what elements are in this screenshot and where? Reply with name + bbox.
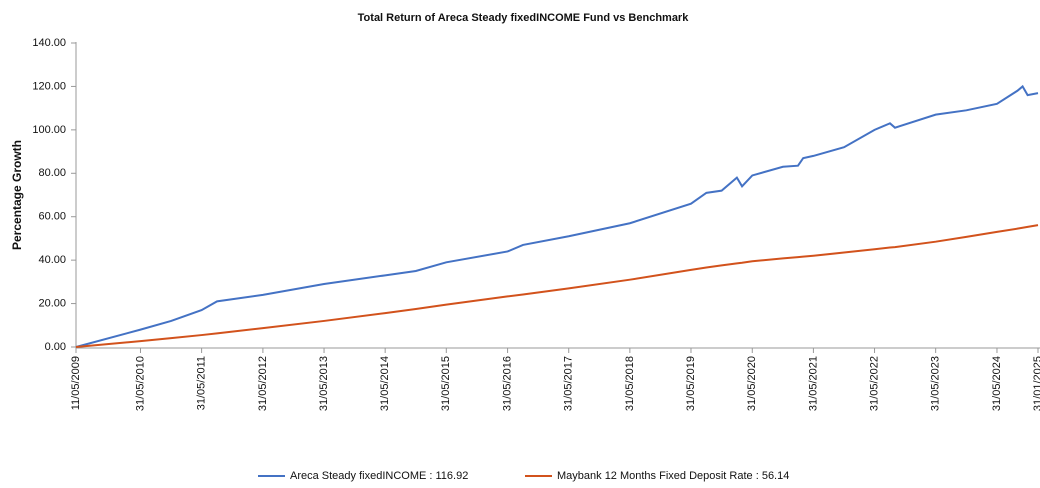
y-tick-label: 60.00 <box>38 211 66 223</box>
x-tick-label: 31/05/2018 <box>624 356 636 411</box>
legend-label: Maybank 12 Months Fixed Deposit Rate : 5… <box>557 470 789 482</box>
x-tick-label: 31/01/2025 <box>1032 356 1040 411</box>
x-tick-label: 31/05/2011 <box>196 356 208 410</box>
x-tick-label: 31/05/2023 <box>930 356 942 411</box>
series-line <box>75 224 1039 348</box>
x-tick-label: 31/05/2014 <box>379 356 391 411</box>
x-tick-label: 31/05/2013 <box>318 356 330 411</box>
x-tick-label: 31/05/2016 <box>501 356 513 411</box>
x-tick-label: 31/05/2021 <box>807 356 819 411</box>
series-line <box>75 84 1039 348</box>
chart-title: Total Return of Areca Steady fixedINCOME… <box>358 12 690 24</box>
y-tick-label: 80.00 <box>38 167 66 179</box>
x-tick-label: 31/05/2010 <box>134 356 146 411</box>
y-tick-label: 140.00 <box>32 37 66 49</box>
x-tick-label: 31/05/2012 <box>257 356 269 411</box>
x-tick-label: 31/05/2019 <box>685 356 697 411</box>
x-tick-label: 11/05/2009 <box>70 356 82 410</box>
x-tick-label: 31/05/2017 <box>563 356 575 411</box>
y-tick-label: 0.00 <box>45 341 66 353</box>
x-tick-label: 31/05/2024 <box>991 356 1003 411</box>
x-tick-label: 31/05/2015 <box>440 356 452 411</box>
legend-label: Areca Steady fixedINCOME : 116.92 <box>290 470 468 482</box>
y-tick-label: 120.00 <box>32 80 66 92</box>
y-tick-label: 100.00 <box>32 124 66 136</box>
x-tick-label: 31/05/2022 <box>868 356 880 411</box>
y-tick-label: 20.00 <box>38 297 66 309</box>
y-axis-label: Percentage Growth <box>10 140 24 250</box>
y-tick-label: 40.00 <box>38 254 66 266</box>
x-tick-label: 31/05/2020 <box>746 356 758 411</box>
